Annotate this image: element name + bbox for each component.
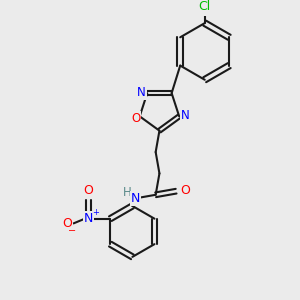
Text: +: + [92, 208, 99, 217]
Text: O: O [84, 184, 94, 197]
Text: Cl: Cl [199, 0, 211, 13]
Text: N: N [130, 192, 140, 205]
Text: O: O [62, 217, 72, 230]
Text: H: H [123, 186, 132, 199]
Text: O: O [181, 184, 190, 197]
Text: N: N [137, 86, 146, 99]
Text: −: − [68, 226, 76, 236]
Text: O: O [131, 112, 140, 125]
Text: N: N [181, 109, 189, 122]
Text: N: N [84, 212, 93, 225]
